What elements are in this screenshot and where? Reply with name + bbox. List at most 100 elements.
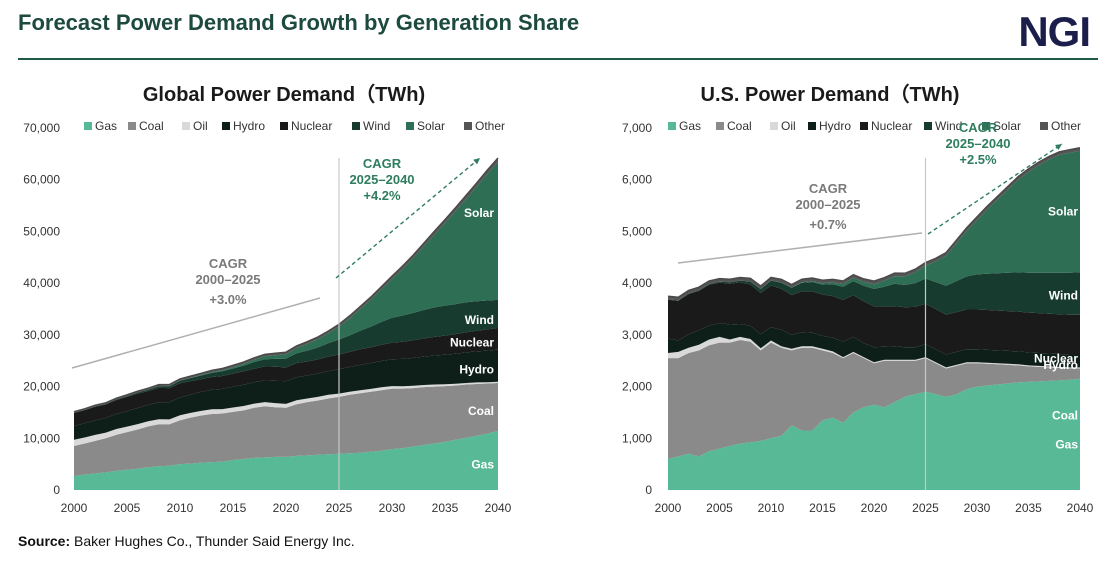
x-tick-label: 2040 <box>485 501 512 515</box>
legend-swatch-gas <box>84 122 92 130</box>
us-power-demand-chart: U.S. Power Demand（TWh) 0 1,000 2,000 3,000 4… <box>560 66 1100 526</box>
area-hydro <box>74 349 498 440</box>
legend-label-hydro: Hydro <box>233 119 265 133</box>
area-wind <box>74 299 498 413</box>
global-chart-svg: 0 10,000 20,000 30,000 40,000 50,000 60,000 70,… <box>23 119 512 515</box>
legend-label-oil: Oil <box>193 119 208 133</box>
area-label-gas: Gas <box>1055 437 1078 451</box>
fcst-cagr-label: CAGR <box>363 156 402 171</box>
area-label-solar: Solar <box>1048 205 1078 219</box>
x-tick-label: 2015 <box>809 501 836 515</box>
legend-swatch-coal <box>128 122 136 130</box>
x-tick-label: 2030 <box>379 501 406 515</box>
y-tick-label: 1,000 <box>622 431 652 445</box>
area-gas <box>74 431 498 490</box>
y-tick-label: 40,000 <box>23 276 60 290</box>
x-tick-label: 2025 <box>326 501 353 515</box>
legend-label-coal: Coal <box>727 119 752 133</box>
fcst-cagr-period: 2025–2040 <box>349 172 414 187</box>
legend-label-nuclear: Nuclear <box>871 119 912 133</box>
area-coal <box>668 340 1080 459</box>
x-tick-label: 2005 <box>114 501 141 515</box>
y-tick-label: 20,000 <box>23 380 60 394</box>
fcst-cagr-period: 2025–2040 <box>945 136 1010 151</box>
x-tick-label: 2035 <box>432 501 459 515</box>
area-oil <box>668 336 1080 369</box>
fcst-cagr-label: CAGR <box>959 120 998 135</box>
source-note: Source: Baker Hughes Co., Thunder Said E… <box>18 533 355 549</box>
x-tick-label: 2035 <box>1015 501 1042 515</box>
legend-swatch-nuclear <box>280 122 288 130</box>
y-tick-label: 70,000 <box>23 121 60 135</box>
y-tick-label: 5,000 <box>622 224 652 238</box>
fcst-arrow-head <box>473 158 480 165</box>
legend-label-gas: Gas <box>679 119 701 133</box>
area-solar <box>74 161 498 413</box>
area-label-hydro: Hydro <box>1043 358 1078 372</box>
area-nuclear <box>668 282 1080 355</box>
x-tick-label: 2000 <box>61 501 88 515</box>
legend-label-nuclear: Nuclear <box>291 119 332 133</box>
hist-cagr-label: CAGR <box>809 181 848 196</box>
legend-label-other: Other <box>1051 119 1081 133</box>
hist-cagr-period: 2000–2025 <box>795 197 860 212</box>
y-tick-label: 60,000 <box>23 173 60 187</box>
legend-swatch-other <box>1040 122 1048 130</box>
legend-label-solar: Solar <box>417 119 445 133</box>
y-tick-label: 3,000 <box>622 328 652 342</box>
legend-swatch-hydro <box>808 122 816 130</box>
us-chart-svg: 0 1,000 2,000 3,000 4,000 5,000 6,000 7,000 2000… <box>622 119 1094 515</box>
x-tick-label: 2020 <box>273 501 300 515</box>
legend-swatch-gas <box>668 122 676 130</box>
y-tick-label: 7,000 <box>622 121 652 135</box>
chart-title: Global Power Demand（TWh) <box>142 84 426 106</box>
global-power-demand-chart: Global Power Demand（TWh) 0 10,000 20,000 30… <box>14 66 554 526</box>
legend-swatch-nuclear <box>860 122 868 130</box>
area-nuclear <box>74 327 498 426</box>
hist-cagr-value: +3.0% <box>209 292 247 307</box>
legend-label-gas: Gas <box>95 119 117 133</box>
legend-swatch-coal <box>716 122 724 130</box>
area-solar <box>668 150 1080 301</box>
area-label-coal: Coal <box>468 404 494 418</box>
y-tick-label: 10,000 <box>23 431 60 445</box>
y-tick-label: 0 <box>645 483 652 497</box>
fcst-cagr-value: +2.5% <box>959 152 997 167</box>
page-title: Forecast Power Demand Growth by Generati… <box>18 10 580 35</box>
area-gas <box>668 378 1080 490</box>
area-label-gas: Gas <box>471 458 494 472</box>
x-tick-label: 2040 <box>1067 501 1094 515</box>
legend-swatch-solar <box>406 122 414 130</box>
legend-label-other: Other <box>475 119 505 133</box>
y-tick-label: 6,000 <box>622 173 652 187</box>
legend-label-coal: Coal <box>139 119 164 133</box>
y-tick-label: 0 <box>53 483 60 497</box>
ngi-logo: NGI <box>1018 8 1091 55</box>
x-tick-label: 2030 <box>964 501 991 515</box>
area-label-hydro: Hydro <box>459 363 494 377</box>
legend-swatch-hydro <box>222 122 230 130</box>
legend-swatch-wind <box>924 122 932 130</box>
hist-cagr-value: +0.7% <box>809 217 847 232</box>
source-text: Baker Hughes Co., Thunder Said Energy In… <box>74 533 355 549</box>
y-tick-label: 30,000 <box>23 328 60 342</box>
x-tick-label: 2000 <box>655 501 682 515</box>
x-tick-label: 2010 <box>758 501 785 515</box>
legend-label-solar: Solar <box>993 119 1021 133</box>
y-tick-label: 4,000 <box>622 276 652 290</box>
hist-trend-line <box>677 232 923 264</box>
legend-label-wind: Wind <box>935 119 962 133</box>
x-tick-label: 2025 <box>912 501 939 515</box>
y-tick-label: 50,000 <box>23 224 60 238</box>
area-wind <box>668 272 1080 315</box>
legend-swatch-solar <box>982 122 990 130</box>
title-divider <box>18 58 1098 60</box>
area-label-wind: Wind <box>1049 288 1078 302</box>
y-tick-label: 2,000 <box>622 380 652 394</box>
x-tick-label: 2005 <box>706 501 733 515</box>
hist-cagr-period: 2000–2025 <box>195 272 260 287</box>
legend-label-hydro: Hydro <box>819 119 851 133</box>
legend-label-oil: Oil <box>781 119 796 133</box>
chart-title: U.S. Power Demand（TWh) <box>700 84 960 106</box>
legend-swatch-oil <box>182 122 190 130</box>
